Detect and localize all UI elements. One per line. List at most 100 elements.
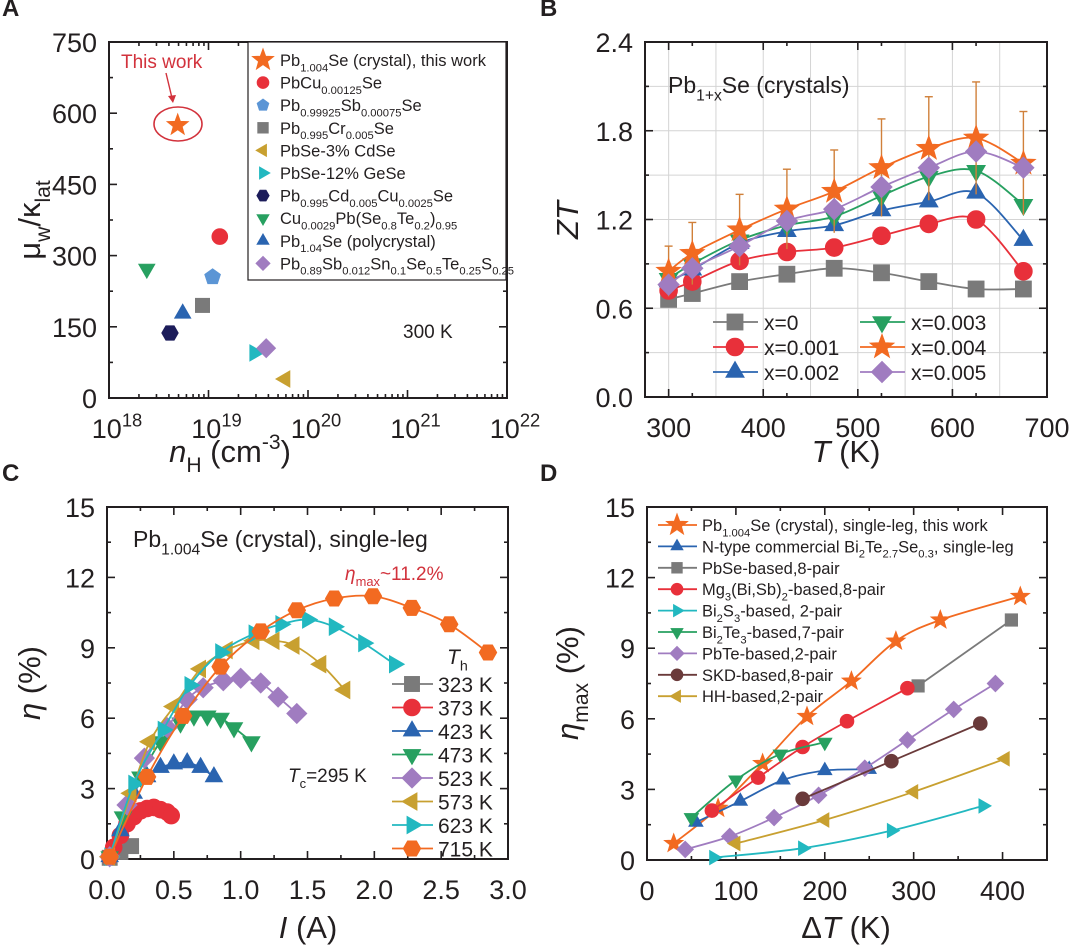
legend-label: Cu0.0029Pb(Se0.8Te0.2)0.95	[280, 210, 457, 232]
data-point	[886, 822, 901, 839]
legend-label: 623 K	[438, 815, 493, 838]
y-axis-label: ηmax (%)	[550, 626, 593, 740]
panel-letter: C	[2, 460, 19, 487]
x-tick-label: 2.5	[422, 875, 460, 905]
legend-label: 473 K	[438, 745, 493, 768]
x-tick-label: 0.5	[155, 875, 193, 905]
data-point	[128, 774, 145, 794]
legend-label: PbSe-3% CdSe	[280, 142, 396, 160]
panel-letter: D	[540, 460, 557, 487]
data-point	[286, 702, 308, 725]
y-tick-label: 0	[80, 845, 95, 875]
legend-label: x=0.002	[764, 362, 839, 385]
data-point	[215, 643, 232, 662]
data-point	[824, 238, 844, 257]
data-point	[184, 675, 201, 695]
data-point	[211, 658, 230, 675]
legend-label: PbSe-based,8-pair	[702, 560, 840, 578]
highlight-ellipse	[153, 106, 203, 142]
legend-marker	[257, 122, 269, 134]
legend: Pb1.004Se (crystal), this workPbCu0.0012…	[247, 41, 514, 281]
arrow-line	[165, 72, 173, 99]
y-tick-label: 450	[52, 170, 97, 200]
y-tick-label: 2.4	[595, 28, 633, 58]
data-point	[164, 753, 184, 770]
y-tick-label: 1.2	[595, 206, 633, 236]
data-point	[978, 798, 992, 814]
series-line	[711, 687, 908, 812]
data-point	[123, 838, 140, 855]
x-tick-label: 1022	[490, 410, 540, 444]
legend-label: PbCu0.00125Se	[280, 75, 382, 97]
data-point	[964, 140, 988, 163]
series-9	[256, 338, 277, 359]
data-point	[211, 712, 230, 730]
series-0	[165, 112, 190, 136]
data-point	[840, 670, 862, 691]
data-point	[815, 812, 830, 828]
legend-marker	[670, 582, 684, 596]
x-tick-label: 400	[980, 876, 1025, 906]
legend-label: PbTe-based,2-pair	[702, 645, 837, 663]
x-tick-label: 500	[835, 413, 880, 443]
panel-letter: B	[540, 0, 557, 22]
legend-marker	[872, 316, 892, 334]
legend-title: Th	[447, 646, 468, 675]
legend-label: SKD-based,8-pair	[702, 667, 834, 685]
data-point	[211, 228, 229, 245]
data-point	[986, 674, 1005, 693]
legend-marker	[256, 76, 270, 89]
panel-d: D 0 100 200 300 400 0 3 6 9 12 15 ΔT (K) ηmax (%) Pb1.…	[540, 460, 1048, 945]
data-point	[302, 610, 319, 629]
data-point	[263, 631, 280, 651]
x-tick-label: 1020	[291, 410, 341, 444]
data-point	[1004, 613, 1018, 627]
data-point	[885, 630, 907, 651]
data-point	[967, 280, 985, 298]
y-axis-label: ZT	[550, 199, 585, 240]
legend-label: 423 K	[438, 721, 493, 744]
legend-label: PbSe-12% GeSe	[280, 165, 406, 183]
data-point	[100, 848, 119, 865]
data-point	[919, 214, 939, 234]
legend-label: x=0.004	[911, 337, 987, 360]
data-point	[920, 273, 938, 291]
data-point	[242, 736, 261, 753]
panel-letter: A	[2, 0, 19, 22]
legend-label: Bi2Te3-based,7-pair	[702, 624, 844, 646]
data-point	[822, 197, 846, 221]
data-point	[772, 749, 789, 764]
legend-marker	[669, 645, 685, 662]
legend-label: Pb0.995Cr0.005Se	[280, 120, 394, 142]
data-point	[657, 273, 680, 296]
data-point	[884, 753, 899, 769]
data-point	[251, 623, 270, 640]
data-point	[966, 210, 986, 229]
data-point	[820, 177, 848, 203]
series-line	[917, 619, 1012, 687]
legend-marker	[401, 767, 423, 789]
data-point	[224, 722, 244, 739]
legend-label: Pb0.89Sb0.012Sn0.1Se0.5Te0.25S0.25	[280, 255, 514, 277]
x-tick-label: 400	[741, 413, 786, 443]
x-tick-label: 200	[802, 876, 847, 906]
legend-marker	[256, 232, 270, 245]
legend-marker	[665, 512, 689, 536]
legend-label: x=0.003	[911, 312, 986, 335]
series-8	[173, 303, 192, 319]
x-tick-label: 700	[1024, 413, 1069, 443]
data-point	[775, 209, 799, 233]
data-point	[162, 806, 180, 825]
y-axis-label: η (%)	[12, 646, 47, 720]
y-tick-label: 12	[65, 563, 95, 593]
legend-marker	[725, 337, 745, 357]
data-point	[728, 234, 751, 258]
data-point	[1014, 261, 1033, 281]
data-point	[256, 338, 277, 359]
legend-label: Mg3(Bi,Sb)2-based,8-pair	[702, 581, 886, 603]
legend-label: N-type commercial Bi2Te2.7Se0.3, single-…	[702, 538, 1014, 560]
y-tick-label: 12	[605, 564, 635, 594]
y-tick-label: 6	[620, 705, 635, 735]
x-tick-label: 600	[930, 413, 975, 443]
legend-box	[247, 41, 507, 281]
